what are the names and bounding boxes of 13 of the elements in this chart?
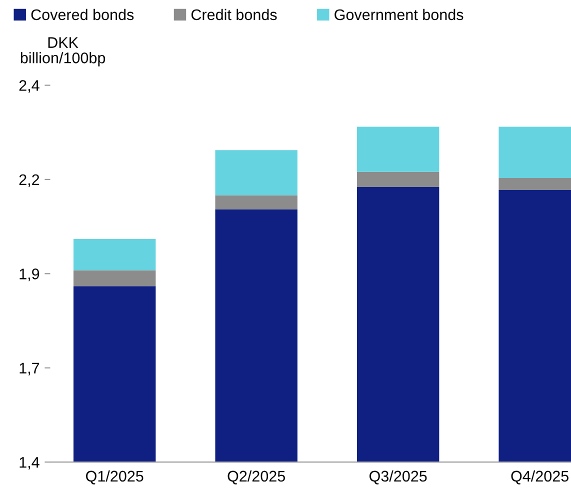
x-tick-label: Q4/2025 xyxy=(511,470,568,484)
y-tick-label: 2,4 xyxy=(19,80,40,93)
y-tick-label: 1,9 xyxy=(20,268,40,282)
y-tick-label: 1,7 xyxy=(20,362,40,376)
legend-label: Government bonds xyxy=(334,8,464,20)
y-tick-label: 1,4 xyxy=(20,457,40,470)
x-tick-label: Q1/2025 xyxy=(86,470,144,484)
y-axis-title: DKK billion/100bp xyxy=(20,37,106,66)
x-tick-label: Q3/2025 xyxy=(369,470,427,484)
legend-label: Credit bonds xyxy=(191,8,277,20)
y-tick-label: 2,2 xyxy=(19,174,40,187)
legend-label: Covered bonds xyxy=(31,8,134,20)
x-tick-label: Q2/2025 xyxy=(228,470,286,484)
